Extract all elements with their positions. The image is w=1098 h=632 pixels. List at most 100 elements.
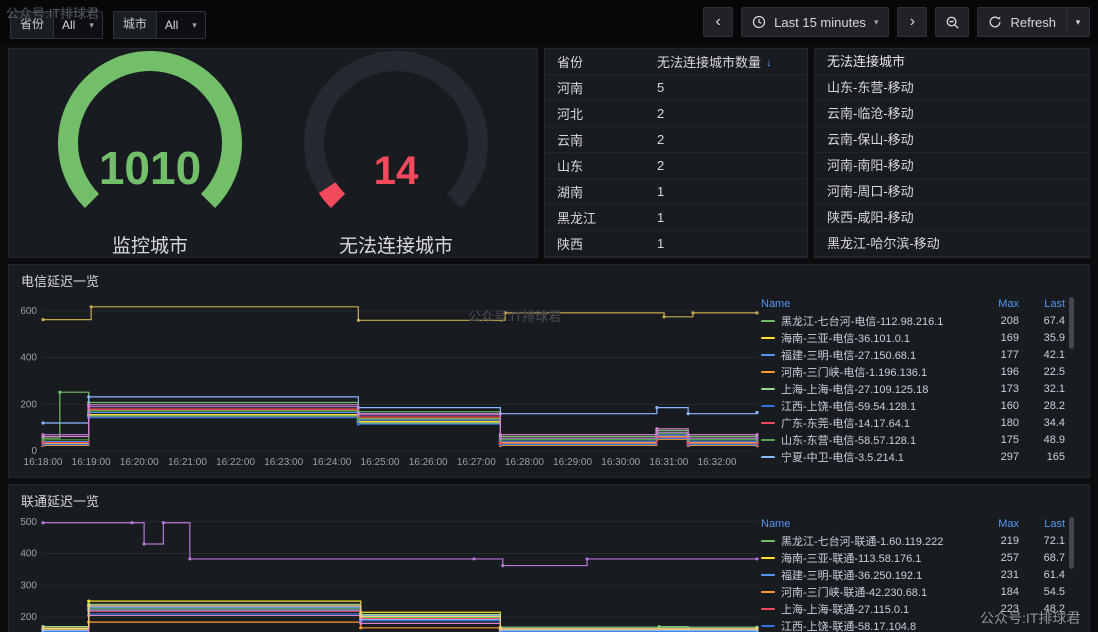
- refresh-icon: [990, 16, 1001, 28]
- legend-header-last: Last: [1044, 297, 1065, 310]
- telecom-latency-chart[interactable]: 0 200 400 600 16:18:00 16:19:00 16:20:00 16:21:…: [9, 289, 761, 475]
- legend-series-name[interactable]: 河南-三门峡-联通-42.230.68.1: [781, 586, 928, 599]
- legend-row: 河南-三门峡-电信-1.196.136.1 196 22.5: [761, 363, 1065, 380]
- svg-text:16:24:00: 16:24:00: [312, 457, 351, 468]
- province-filter-label: 省份: [11, 12, 55, 38]
- svg-text:200: 200: [20, 612, 37, 623]
- gauge-arc: [58, 51, 242, 209]
- svg-text:16:21:00: 16:21:00: [168, 457, 207, 468]
- legend-last-value: 54.5: [1043, 585, 1065, 598]
- unicom-chart-wrap: 200 300 400 500 Name Max Last 黑龙江-七台河-联通-1.60.…: [9, 509, 1089, 632]
- gauge-monitored-cities: 1010 监控城市: [45, 51, 255, 257]
- caret-down-icon: ▾: [1075, 16, 1081, 27]
- province-filter-value[interactable]: All ▾: [54, 12, 102, 38]
- legend-series-name[interactable]: 江西-上饶-联通-58.17.104.8: [781, 620, 917, 632]
- province-cell: 云南: [557, 133, 584, 148]
- legend-header-max: Max: [998, 517, 1019, 530]
- legend-scrollbar[interactable]: [1069, 517, 1074, 569]
- count-cell: 1: [656, 184, 665, 199]
- legend-last-value: 28.2: [1043, 399, 1065, 412]
- legend-series-name[interactable]: 河南-三门峡-电信-1.196.136.1: [781, 366, 928, 379]
- series-color-swatch: [761, 438, 775, 441]
- unicom-latency-chart[interactable]: 200 300 400 500: [9, 509, 761, 632]
- time-shift-forward-button[interactable]: ›: [897, 7, 928, 37]
- column-header-count[interactable]: 无法连接城市数量 ↓: [657, 52, 795, 71]
- legend-row: 黑龙江-七台河-电信-112.98.216.1 208 67.4: [761, 312, 1065, 329]
- legend-max-value: 173: [1000, 382, 1019, 395]
- legend-row: 江西-上饶-电信-59.54.128.1 160 28.2: [761, 397, 1065, 414]
- svg-text:300: 300: [20, 580, 37, 591]
- legend-max-value: 160: [1000, 399, 1019, 412]
- list-item: 云南-保山-移动: [815, 127, 1089, 153]
- legend-last-value: 32.1: [1043, 382, 1065, 395]
- legend-max-value: 169: [1000, 331, 1019, 344]
- legend-row: 福建-三明-电信-27.150.68.1 177 42.1: [761, 346, 1065, 363]
- column-header-province[interactable]: 省份: [557, 55, 584, 70]
- panel-title-telecom[interactable]: 电信延迟一览: [21, 274, 100, 289]
- province-cell: 黑龙江: [557, 211, 597, 226]
- legend-last-value: 68.7: [1043, 551, 1065, 564]
- legend-max-value: 208: [1000, 314, 1019, 327]
- legend-header-max: Max: [998, 297, 1019, 310]
- count-cell: 2: [656, 132, 665, 147]
- svg-text:16:31:00: 16:31:00: [649, 457, 688, 468]
- time-range-picker[interactable]: Last 15 minutes ▾: [741, 7, 890, 37]
- legend-max-value: 175: [1000, 433, 1019, 446]
- list-header: 无法连接城市: [815, 49, 1089, 75]
- toolbar-right-group: ‹ Last 15 minutes ▾ › R: [703, 7, 1090, 37]
- refresh-button-group: Refresh ▾: [977, 7, 1090, 37]
- legend-row: 宁夏-中卫-电信-3.5.214.1 297 165: [761, 448, 1065, 465]
- legend-series-name[interactable]: 山东-东营-电信-58.57.128.1: [781, 434, 917, 447]
- gauge-value: 1010: [98, 142, 202, 194]
- legend-series-name[interactable]: 海南-三亚-联通-113.58.176.1: [781, 552, 922, 565]
- chevron-left-icon: ‹: [715, 13, 721, 30]
- legend-series-name[interactable]: 黑龙江-七台河-联通-1.60.119.222: [781, 535, 944, 548]
- legend-last-value: 48.2: [1043, 602, 1065, 615]
- series-color-swatch: [761, 590, 775, 593]
- series-color-swatch: [761, 387, 775, 390]
- province-cell: 河南: [557, 81, 584, 96]
- unicom-legend: Name Max Last 黑龙江-七台河-联通-1.60.119.222 219 72.…: [761, 515, 1075, 632]
- legend-row: 黑龙江-七台河-联通-1.60.119.222 219 72.1: [761, 532, 1065, 549]
- province-filter[interactable]: 省份 All ▾: [10, 11, 103, 39]
- series-color-swatch: [761, 607, 775, 610]
- legend-last-value: 22.5: [1043, 365, 1065, 378]
- legend-row: 江西-上饶-联通-58.17.104.8: [761, 617, 1065, 632]
- legend-series-name[interactable]: 上海-上海-电信-27.109.125.18: [781, 383, 929, 396]
- list-item: 山东-东营-移动: [815, 75, 1089, 101]
- legend-series-name[interactable]: 宁夏-中卫-电信-3.5.214.1: [781, 451, 904, 464]
- city-filter[interactable]: 城市 All ▾: [112, 11, 206, 39]
- legend-max-value: 231: [1000, 568, 1019, 581]
- table-row: 山东 2: [545, 153, 807, 179]
- zoom-out-time-button[interactable]: [935, 7, 970, 37]
- legend-series-name[interactable]: 海南-三亚-电信-36.101.0.1: [781, 332, 910, 345]
- series-color-swatch: [761, 353, 775, 356]
- series-color-swatch: [761, 455, 775, 458]
- legend-last-value: 67.4: [1043, 314, 1065, 327]
- caret-down-icon: ▾: [192, 20, 197, 30]
- legend-series-name[interactable]: 上海-上海-联通-27.115.0.1: [781, 603, 910, 616]
- legend-series-name[interactable]: 黑龙江-七台河-电信-112.98.216.1: [781, 315, 944, 328]
- legend-series-name[interactable]: 福建-三明-电信-27.150.68.1: [781, 349, 917, 362]
- legend-series-name[interactable]: 广东-东莞-电信-14.17.64.1: [781, 417, 910, 430]
- svg-text:16:20:00: 16:20:00: [120, 457, 159, 468]
- table-row: 河南 5: [545, 75, 807, 101]
- legend-series-name[interactable]: 江西-上饶-电信-59.54.128.1: [781, 400, 917, 413]
- city-filter-selected: All: [164, 18, 179, 32]
- legend-series-name[interactable]: 福建-三明-联通-36.250.192.1: [781, 569, 923, 582]
- legend-row: 广东-东莞-电信-14.17.64.1 180 34.4: [761, 414, 1065, 431]
- list-item: 河南-南阳-移动: [815, 153, 1089, 179]
- refresh-interval-dropdown[interactable]: ▾: [1066, 7, 1090, 37]
- panel-title-unicom[interactable]: 联通延迟一览: [21, 494, 100, 509]
- column-header-count-label: 无法连接城市数量: [656, 55, 761, 70]
- legend-scrollbar[interactable]: [1069, 297, 1074, 349]
- svg-text:16:19:00: 16:19:00: [72, 457, 111, 468]
- refresh-button[interactable]: Refresh: [977, 7, 1066, 37]
- time-shift-back-button[interactable]: ‹: [703, 7, 734, 37]
- province-cell: 河北: [557, 107, 584, 122]
- series-color-swatch: [761, 319, 775, 322]
- unreachable-list-body: 山东-东营-移动 云南-临沧-移动 云南-保山-移动 河南-南阳-移动 河南-周口-移动…: [815, 75, 1089, 257]
- city-filter-value[interactable]: All ▾: [157, 12, 205, 38]
- svg-text:600: 600: [20, 306, 37, 317]
- telecom-legend: Name Max Last 黑龙江-七台河-电信-112.98.216.1 208 67.…: [761, 295, 1075, 475]
